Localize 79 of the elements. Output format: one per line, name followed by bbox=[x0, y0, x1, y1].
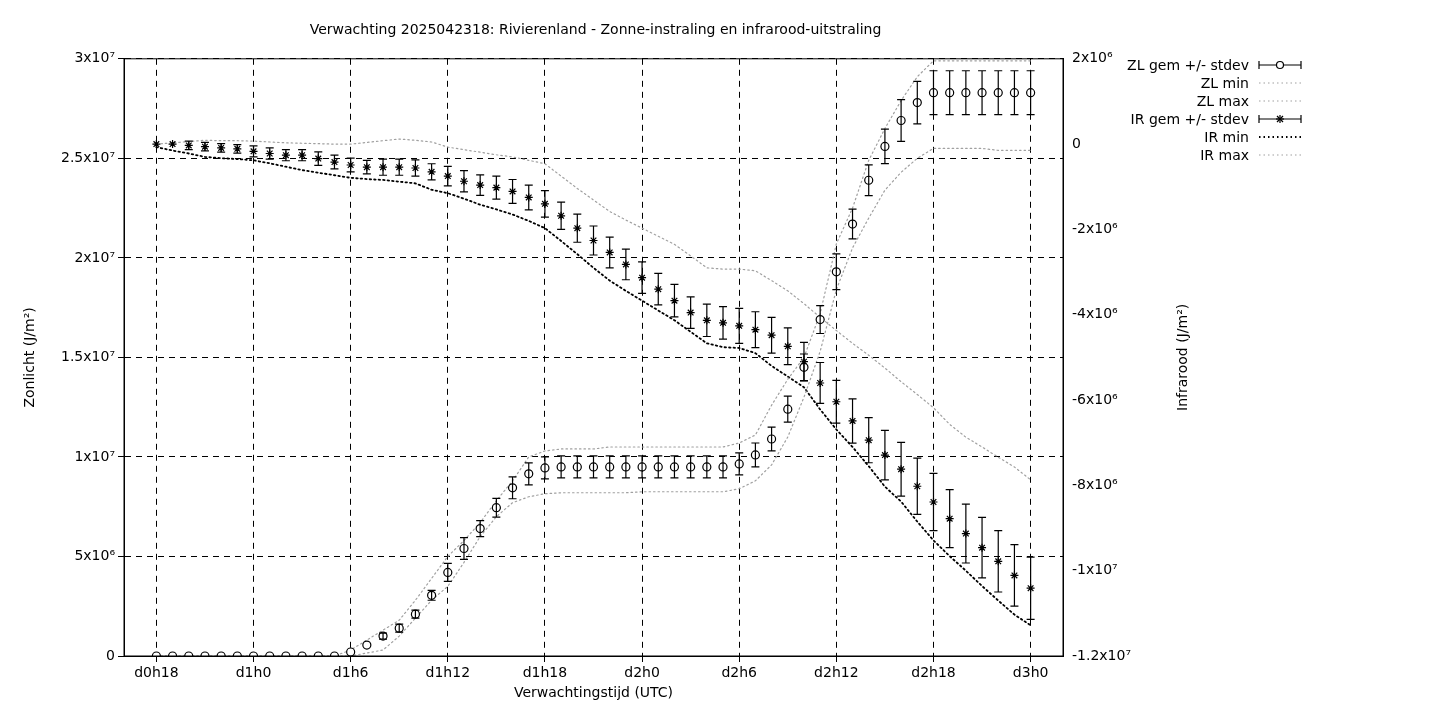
point bbox=[928, 497, 939, 507]
point bbox=[394, 162, 404, 172]
point bbox=[815, 378, 825, 388]
point bbox=[912, 481, 922, 491]
point bbox=[507, 186, 518, 197]
x-tick-label: d2h18 bbox=[911, 664, 956, 681]
point bbox=[718, 318, 728, 328]
point bbox=[847, 416, 858, 426]
point bbox=[151, 139, 161, 149]
y2-tick-label: 2x10⁶ bbox=[1072, 49, 1114, 66]
legend-label: ZL max bbox=[1196, 92, 1249, 110]
point bbox=[572, 223, 582, 233]
point bbox=[686, 308, 696, 318]
legend-label: ZL min bbox=[1200, 74, 1249, 92]
legend-label: IR min bbox=[1204, 128, 1249, 146]
y2-tick-label: 0 bbox=[1072, 134, 1081, 151]
legend-label: IR max bbox=[1200, 146, 1249, 164]
chart-title: Verwachting 2025042318: Rivierenland - Zonne-instraling en infrarood-uitstraling bbox=[309, 21, 882, 38]
point bbox=[167, 139, 178, 149]
point bbox=[443, 171, 453, 181]
y2-axis-title: Infrarood (J/m²) bbox=[1173, 303, 1190, 411]
legend-label: ZL gem +/- stdev bbox=[1127, 56, 1249, 74]
point bbox=[766, 330, 777, 340]
x-tick-label: d3h0 bbox=[1012, 664, 1049, 681]
point bbox=[475, 180, 485, 190]
y-tick-label: 0 bbox=[106, 646, 115, 663]
point bbox=[1009, 570, 1020, 580]
y-tick-label: 3x10⁷ bbox=[74, 49, 115, 66]
legend-label: IR gem +/- stdev bbox=[1130, 110, 1249, 128]
x-axis-title: Verwachtingstijd (UTC) bbox=[513, 684, 674, 701]
point bbox=[945, 514, 955, 524]
point bbox=[734, 321, 744, 331]
x-tick-label: d1h0 bbox=[235, 664, 272, 681]
x-tick-label: d1h12 bbox=[425, 664, 471, 681]
point bbox=[783, 341, 793, 351]
y-tick-label: 5x10⁶ bbox=[74, 547, 116, 564]
x-tick-label: d1h6 bbox=[332, 664, 369, 681]
y-tick-label: 2.5x10⁷ bbox=[61, 148, 115, 165]
point bbox=[831, 397, 841, 407]
point bbox=[896, 464, 906, 474]
x-tick-label: d0h18 bbox=[134, 664, 179, 681]
y-tick-label: 1.5x10⁷ bbox=[61, 348, 115, 365]
point bbox=[556, 211, 566, 221]
y-tick-label: 1x10⁷ bbox=[74, 447, 115, 464]
point bbox=[750, 325, 760, 335]
y-axis-title: Zonlicht (J/m²) bbox=[21, 307, 38, 408]
point bbox=[653, 284, 663, 294]
point bbox=[362, 640, 372, 650]
y2-tick-label: -4x10⁶ bbox=[1072, 305, 1119, 322]
point bbox=[410, 163, 421, 173]
point bbox=[702, 315, 712, 325]
y2-tick-label: -1x10⁷ bbox=[1072, 561, 1118, 578]
point bbox=[1026, 583, 1036, 593]
x-tick-label: d1h18 bbox=[522, 664, 568, 681]
point bbox=[459, 176, 469, 186]
y2-tick-label: -2x10⁶ bbox=[1072, 220, 1119, 237]
point bbox=[880, 450, 890, 460]
point bbox=[524, 192, 534, 203]
x-tick-label: d2h0 bbox=[624, 664, 660, 681]
x-tick-label: d2h6 bbox=[721, 664, 758, 681]
point bbox=[427, 167, 437, 177]
point bbox=[637, 273, 647, 283]
y-tick-label: 2x10⁷ bbox=[74, 248, 115, 265]
point bbox=[540, 199, 550, 209]
point bbox=[864, 435, 874, 445]
y2-tick-label: -6x10⁶ bbox=[1072, 390, 1119, 407]
y2-tick-label: -1.2x10⁷ bbox=[1072, 646, 1132, 663]
point bbox=[346, 647, 356, 656]
point bbox=[605, 247, 615, 258]
point bbox=[993, 556, 1003, 566]
point bbox=[977, 543, 987, 553]
point bbox=[588, 235, 599, 246]
point bbox=[491, 183, 501, 193]
point bbox=[378, 162, 388, 172]
point bbox=[961, 528, 971, 539]
x-tick-label: d2h12 bbox=[814, 664, 859, 681]
point bbox=[621, 259, 631, 270]
y2-tick-label: -8x10⁶ bbox=[1072, 476, 1119, 493]
point bbox=[669, 296, 680, 306]
